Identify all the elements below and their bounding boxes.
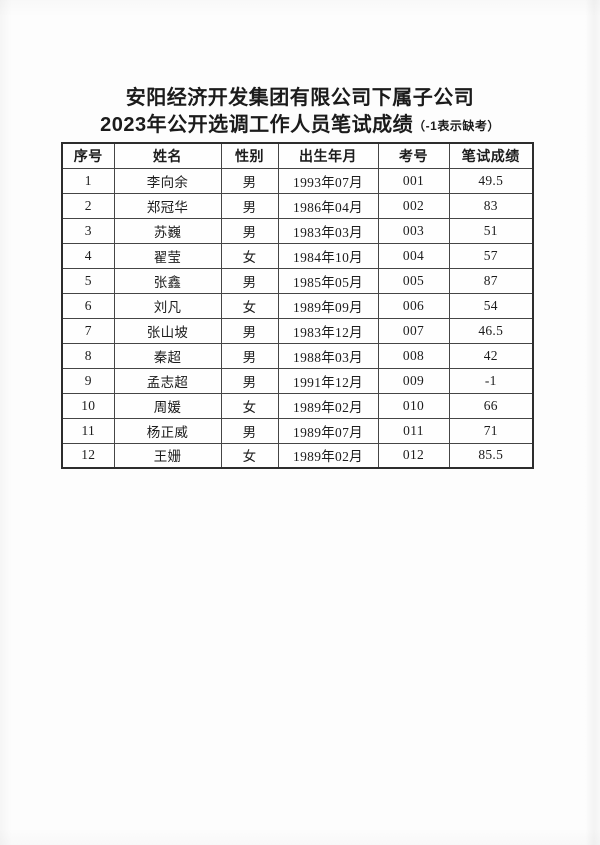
table-cell: 46.5 — [448, 317, 534, 344]
table-cell: 女 — [220, 442, 279, 469]
table-cell: 周媛 — [113, 392, 222, 419]
table-cell: 87 — [448, 267, 534, 294]
table-cell: 秦超 — [113, 342, 222, 369]
table-cell: 007 — [377, 317, 450, 344]
table-cell: 85.5 — [448, 442, 534, 469]
table-cell: 男 — [220, 367, 279, 394]
table-row: 12 王姗女 1989年02月 012 85.5 — [61, 442, 534, 469]
table-cell: 刘凡 — [113, 292, 222, 319]
table-cell: 54 — [448, 292, 534, 319]
table-cell: 010 — [377, 392, 450, 419]
table-cell: 1983年12月 — [277, 317, 379, 344]
table-cell: 男 — [220, 267, 279, 294]
document-title-line1: 安阳经济开发集团有限公司下属子公司 — [125, 87, 475, 109]
table-cell: 001 — [377, 167, 450, 194]
table-row: 1 李向余男 1993年07月 001 49.5 — [61, 167, 534, 194]
table-cell: 12 — [61, 442, 115, 469]
table-cell: -1 — [448, 367, 534, 394]
table-cell: 1989年02月 — [277, 442, 379, 469]
table-cell: 7 — [61, 317, 115, 344]
table-cell: 42 — [448, 342, 534, 369]
table-cell: 李向余 — [113, 167, 222, 194]
table-row: 8 秦超男 1988年03月 008 42 — [61, 342, 534, 369]
table-cell: 57 — [448, 242, 534, 269]
table-cell: 苏巍 — [113, 217, 222, 244]
table-cell: 8 — [61, 342, 115, 369]
table-row: 10 周媛女 1989年02月 010 66 — [61, 392, 534, 419]
table-body: 1 李向余男 1993年07月 001 49.5 2 郑冠华男 1986年04月 002 83 3 苏… — [61, 167, 534, 469]
document-title-line2-text: 2023年公开选调工作人员笔试成绩 — [100, 114, 414, 136]
header-cell: 序号 — [61, 142, 115, 169]
header-cell: 姓名 — [113, 142, 222, 169]
table-cell: 66 — [448, 392, 534, 419]
table-cell: 女 — [220, 292, 279, 319]
table-cell: 003 — [377, 217, 450, 244]
table-row: 9 孟志超男 1991年12月 009 -1 — [61, 367, 534, 394]
table-cell: 3 — [61, 217, 115, 244]
table-cell: 012 — [377, 442, 450, 469]
table-row: 11 杨正威男 1989年07月 011 71 — [61, 417, 534, 444]
table-cell: 1993年07月 — [277, 167, 379, 194]
document-title-line2: 2023年公开选调工作人员笔试成绩（-1表示缺考） — [0, 112, 600, 140]
table-cell: 男 — [220, 217, 279, 244]
table-cell: 011 — [377, 417, 450, 444]
table-cell: 5 — [61, 267, 115, 294]
table-cell: 男 — [220, 317, 279, 344]
table-cell: 男 — [220, 192, 279, 219]
table-cell: 翟莹 — [113, 242, 222, 269]
table-cell: 002 — [377, 192, 450, 219]
table-cell: 2 — [61, 192, 115, 219]
table-cell: 51 — [448, 217, 534, 244]
table-cell: 张鑫 — [113, 267, 222, 294]
table-cell: 1983年03月 — [277, 217, 379, 244]
table-cell: 6 — [61, 292, 115, 319]
table-cell: 11 — [61, 417, 115, 444]
table-header-row: 序号 姓名 性别 出生年月 考号 笔试成绩 — [61, 142, 534, 169]
document-header: 安阳经济开发集团有限公司下属子公司 2023年公开选调工作人员笔试成绩（-1表示… — [0, 84, 600, 140]
table-cell: 009 — [377, 367, 450, 394]
table-cell: 1989年09月 — [277, 292, 379, 319]
table-cell: 1989年07月 — [277, 417, 379, 444]
table-row: 4 翟莹女 1984年10月 004 57 — [61, 242, 534, 269]
table-cell: 9 — [61, 367, 115, 394]
scores-table: 序号 姓名 性别 出生年月 考号 笔试成绩 1 李向余男 1993年07月 001 49.5 2 郑冠… — [61, 142, 534, 469]
header-cell: 考号 — [377, 142, 450, 169]
header-cell: 出生年月 — [277, 142, 379, 169]
table-cell: 1988年03月 — [277, 342, 379, 369]
header-cell: 笔试成绩 — [448, 142, 534, 169]
table-cell: 1986年04月 — [277, 192, 379, 219]
table-row: 5 张鑫男 1985年05月 005 87 — [61, 267, 534, 294]
table-row: 7 张山坡男 1983年12月 007 46.5 — [61, 317, 534, 344]
table-row: 2 郑冠华男 1986年04月 002 83 — [61, 192, 534, 219]
table-cell: 006 — [377, 292, 450, 319]
table-cell: 女 — [220, 392, 279, 419]
table-cell: 008 — [377, 342, 450, 369]
table-cell: 男 — [220, 167, 279, 194]
table-cell: 49.5 — [448, 167, 534, 194]
table-cell: 男 — [220, 342, 279, 369]
header-cell: 性别 — [220, 142, 279, 169]
table-cell: 男 — [220, 417, 279, 444]
table-cell: 1991年12月 — [277, 367, 379, 394]
table-cell: 4 — [61, 242, 115, 269]
table-cell: 女 — [220, 242, 279, 269]
table-cell: 005 — [377, 267, 450, 294]
table-cell: 83 — [448, 192, 534, 219]
table-cell: 10 — [61, 392, 115, 419]
table-cell: 王姗 — [113, 442, 222, 469]
table-cell: 1984年10月 — [277, 242, 379, 269]
table-cell: 孟志超 — [113, 367, 222, 394]
table-cell: 71 — [448, 417, 534, 444]
table-row: 6 刘凡女 1989年09月 006 54 — [61, 292, 534, 319]
table-cell: 1989年02月 — [277, 392, 379, 419]
table-cell: 1 — [61, 167, 115, 194]
table-cell: 张山坡 — [113, 317, 222, 344]
table-cell: 郑冠华 — [113, 192, 222, 219]
table-cell: 004 — [377, 242, 450, 269]
absent-score-note: （-1表示缺考） — [413, 119, 500, 133]
table-row: 3 苏巍男 1983年03月 003 51 — [61, 217, 534, 244]
table-cell: 杨正威 — [113, 417, 222, 444]
table-cell: 1985年05月 — [277, 267, 379, 294]
